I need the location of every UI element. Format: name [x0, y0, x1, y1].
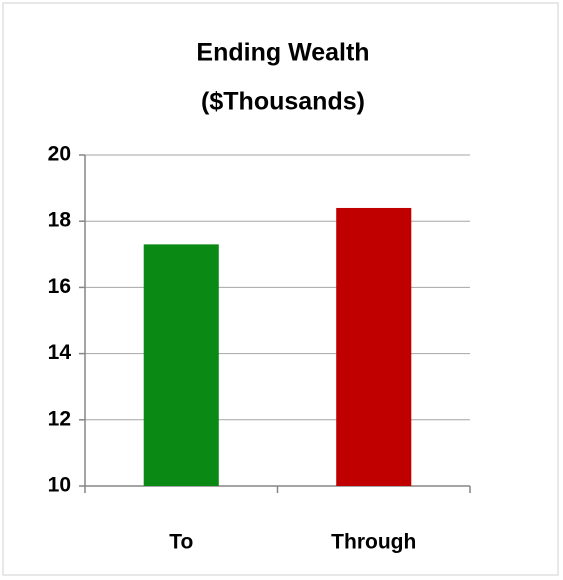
- bar: [336, 207, 412, 486]
- chart-title: Ending Wealth: [196, 39, 369, 67]
- y-tick-label: 14: [48, 341, 72, 364]
- y-tick-label: 12: [48, 407, 71, 430]
- y-tick-label: 16: [48, 275, 71, 298]
- bar: [143, 244, 219, 486]
- y-tick-label: 20: [48, 143, 71, 166]
- chart-title: ($Thousands): [201, 88, 365, 116]
- chart-frame: [2, 2, 559, 576]
- x-tick-label: Through: [331, 531, 416, 554]
- x-tick-label: To: [169, 531, 193, 554]
- y-tick-label: 10: [48, 474, 71, 497]
- y-tick-label: 18: [48, 209, 72, 232]
